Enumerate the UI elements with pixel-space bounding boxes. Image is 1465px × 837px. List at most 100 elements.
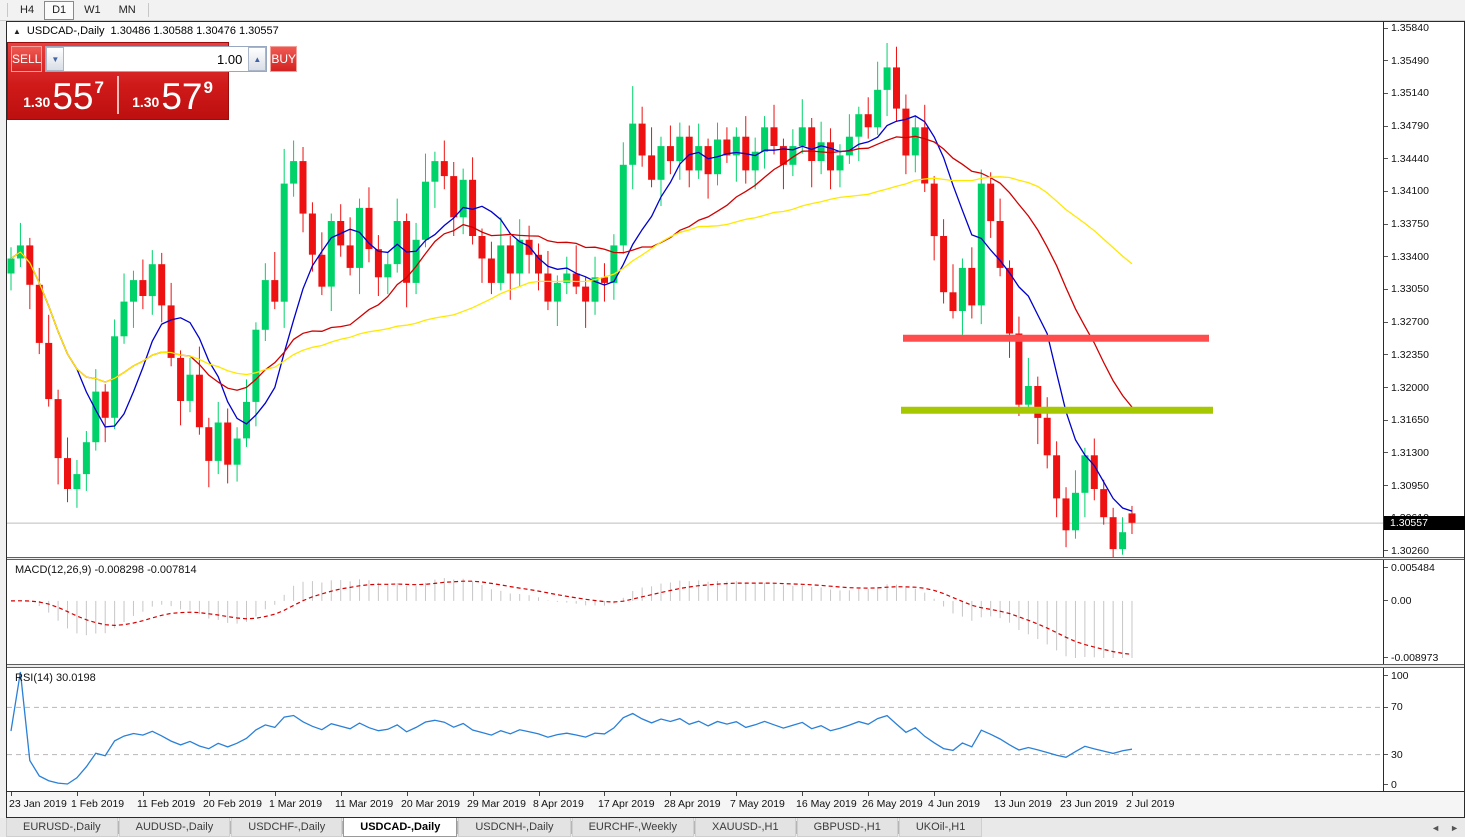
buy-price-big: 57 — [161, 76, 203, 117]
price-scale-tick: 1.34100 — [1384, 185, 1429, 198]
tick-dash — [1384, 223, 1388, 225]
time-axis-label: 11 Feb 2019 — [137, 798, 196, 810]
buy-button[interactable]: BUY — [270, 46, 298, 72]
chart-tab-ukoil-h1[interactable]: UKOil-,H1 — [898, 818, 983, 837]
chart-tab-eurchf-weekly[interactable]: EURCHF-,Weekly — [571, 818, 694, 837]
time-axis-label: 20 Feb 2019 — [203, 798, 262, 810]
tick-dash — [1384, 354, 1388, 356]
current-price-badge: 1.30557 — [1384, 516, 1465, 530]
time-axis[interactable]: 23 Jan 2019 1 Feb 2019 11 Feb 2019 20 Feb 2… — [7, 791, 1464, 817]
sell-price-big: 55 — [52, 76, 94, 117]
one-click-trade-panel: SELL ▼ ▲ BUY 1.30 55 7 — [7, 42, 298, 120]
tabs-scroll-left-icon[interactable]: ◄ — [1431, 822, 1441, 833]
price-scale[interactable]: 1.30557 1.35840 1.35490 1.35140 1.34790 1.34… — [1383, 22, 1465, 557]
buy-price-prefix: 1.30 — [132, 94, 160, 110]
time-axis-tick — [275, 792, 276, 796]
time-axis-tick — [473, 792, 474, 796]
toolbar-separator — [7, 3, 8, 17]
macd-scale-tick: 0.005484 — [1384, 561, 1435, 574]
time-axis-label: 7 May 2019 — [730, 798, 785, 810]
tick-dash — [1384, 60, 1388, 62]
time-axis-label: 11 Mar 2019 — [335, 798, 394, 810]
time-axis-label: 29 Mar 2019 — [467, 798, 526, 810]
rsi-chart-canvas[interactable]: RSI(14) 30.0198 — [7, 668, 1383, 791]
timeframe-button-h4[interactable]: H4 — [20, 3, 35, 16]
price-scale-tick: 1.34440 — [1384, 152, 1429, 165]
rsi-scale[interactable]: 100 70 30 0 — [1383, 668, 1464, 791]
time-axis-label: 13 Jun 2019 — [994, 798, 1052, 810]
candlestick-chart — [7, 43, 1383, 557]
macd-chart-canvas[interactable]: MACD(12,26,9) -0.008298 -0.007814 — [7, 560, 1383, 664]
tab-separator — [570, 821, 572, 834]
time-axis-label: 1 Mar 2019 — [269, 798, 323, 810]
time-axis-tick — [539, 792, 540, 796]
rsi-scale-tick: 70 — [1384, 701, 1403, 714]
timeframe-button-d1[interactable]: D1 — [44, 0, 75, 20]
tick-dash — [1384, 288, 1388, 290]
chart-window: ▲ USDCAD-,Daily 1.30486 1.30588 1.30476 … — [6, 21, 1465, 818]
chart-tab-usdcad-daily[interactable]: USDCAD-,Daily — [343, 818, 458, 837]
time-axis-label: 4 Jun 2019 — [928, 798, 980, 810]
price-scale-tick: 1.33750 — [1384, 218, 1429, 231]
chart-tab-xauusd-h1[interactable]: XAUUSD-,H1 — [694, 818, 796, 837]
time-axis-tick — [868, 792, 869, 796]
tab-separator — [342, 821, 344, 834]
tick-dash — [1384, 125, 1388, 127]
time-axis-label: 1 Feb 2019 — [71, 798, 125, 810]
collapse-trade-panel-icon[interactable]: ▲ — [13, 26, 21, 36]
volume-input[interactable] — [64, 47, 249, 71]
chart-tab-audusd-daily[interactable]: AUDUSD-,Daily — [118, 818, 231, 837]
volume-increase-icon[interactable]: ▲ — [248, 47, 267, 71]
macd-label: MACD(12,26,9) -0.008298 -0.007814 — [15, 564, 197, 576]
sell-button[interactable]: SELL — [11, 46, 43, 72]
price-scale-tick: 1.35490 — [1384, 54, 1429, 67]
time-axis-label: 16 May 2019 — [796, 798, 857, 810]
timeframe-toolbar: H4 D1 W1 MN — [0, 0, 1465, 21]
chart-tab-usdcnh-daily[interactable]: USDCNH-,Daily — [458, 818, 571, 837]
rsi-chart — [7, 671, 1383, 785]
tick-dash — [1384, 190, 1388, 192]
tab-separator — [795, 821, 797, 834]
macd-panel: MACD(12,26,9) -0.008298 -0.007814 0.0054… — [7, 560, 1464, 664]
rsi-scale-tick: 0 — [1384, 778, 1397, 791]
rsi-label: RSI(14) 30.0198 — [15, 672, 96, 684]
panel-splitter[interactable] — [7, 664, 1464, 668]
price-chart-canvas[interactable]: ▲ USDCAD-,Daily 1.30486 1.30588 1.30476 … — [7, 22, 1383, 557]
time-axis-tick — [11, 792, 12, 796]
price-scale-tick: 1.33400 — [1384, 250, 1429, 263]
time-axis-label: 23 Jun 2019 — [1060, 798, 1118, 810]
time-axis-tick — [604, 792, 605, 796]
timeframe-button-mn[interactable]: MN — [118, 3, 136, 16]
tabs-scroll-right-icon[interactable]: ► — [1450, 822, 1459, 833]
panel-splitter[interactable] — [7, 557, 1464, 560]
time-axis-tick — [77, 792, 78, 796]
volume-decrease-icon[interactable]: ▼ — [46, 47, 65, 71]
tick-dash — [1384, 256, 1388, 258]
toolbar-separator — [147, 3, 149, 17]
time-axis-tick — [736, 792, 737, 796]
price-scale-tick: 1.33050 — [1384, 283, 1429, 296]
sell-price-display[interactable]: 1.30 55 7 — [11, 74, 116, 116]
tick-dash — [1384, 321, 1388, 323]
time-axis-tick — [802, 792, 803, 796]
price-scale-tick: 1.32350 — [1384, 348, 1429, 361]
time-axis-label: 23 Jan 2019 — [9, 798, 67, 810]
price-scale-tick: 1.32700 — [1384, 316, 1429, 329]
tab-separator — [457, 821, 459, 834]
tab-separator — [117, 821, 119, 834]
tick-dash — [1384, 550, 1388, 552]
tab-separator — [693, 821, 695, 834]
tick-dash — [1384, 92, 1388, 94]
sell-price-sup: 7 — [94, 78, 104, 97]
chart-tab-eurusd-daily[interactable]: EURUSD-,Daily — [6, 818, 118, 837]
trade-panel-divider — [117, 76, 119, 114]
chart-tab-usdchf-daily[interactable]: USDCHF-,Daily — [231, 818, 343, 837]
tick-dash — [1384, 485, 1388, 487]
price-scale-tick: 1.31650 — [1384, 414, 1429, 427]
timeframe-button-w1[interactable]: W1 — [84, 3, 101, 16]
buy-price-display[interactable]: 1.30 57 9 — [120, 74, 225, 116]
chart-tab-gbpusd-h1[interactable]: GBPUSD-,H1 — [796, 818, 898, 837]
macd-scale[interactable]: 0.005484 0.00 -0.008973 — [1383, 560, 1464, 664]
time-axis-tick — [143, 792, 144, 796]
